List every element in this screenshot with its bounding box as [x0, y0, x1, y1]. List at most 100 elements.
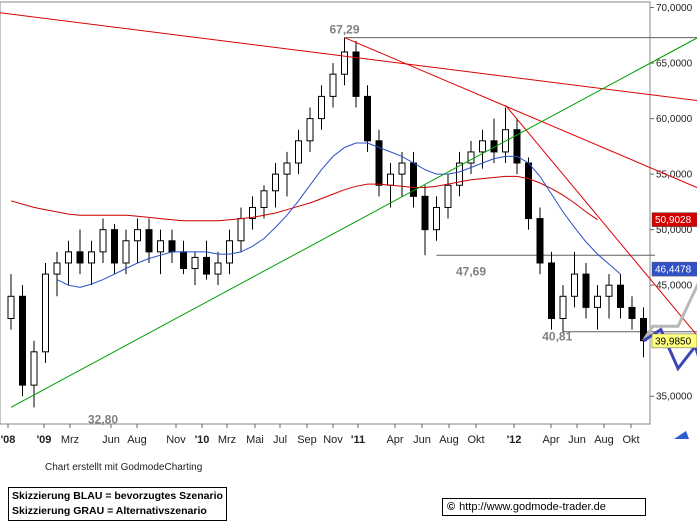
candle-body: [341, 51, 348, 75]
candle-body: [249, 206, 256, 220]
candle-body: [387, 173, 394, 186]
scenario-gray: [642, 282, 697, 342]
candle-body: [640, 318, 647, 342]
candle-body: [456, 162, 463, 186]
candle-body: [295, 140, 302, 164]
candle-body: [111, 229, 118, 264]
x-tick-label: Mrz: [61, 434, 79, 446]
x-tick-label: '09: [37, 434, 52, 446]
candle-body: [433, 206, 440, 231]
copyright-icon: ©: [447, 501, 456, 513]
price-label-value: 39,9850: [655, 336, 692, 347]
candle-body: [30, 351, 38, 386]
candle-body: [191, 256, 199, 270]
x-tick-label: Aug: [594, 434, 614, 446]
x-tick-label: Apr: [542, 434, 559, 446]
y-tick-label: 55,0000: [656, 170, 693, 181]
candle-body: [605, 284, 613, 297]
trendline: [0, 12, 697, 102]
y-tick-label: 50,0000: [656, 225, 693, 236]
scenario-blue: [642, 327, 697, 372]
candle-body: [525, 162, 532, 220]
candle-body: [134, 229, 141, 242]
price-label-value: 46,4478: [655, 265, 692, 276]
candle-body: [594, 295, 601, 308]
x-tick-label: Aug: [127, 434, 147, 446]
candle-body: [237, 218, 245, 242]
chart-tool-icon: [674, 431, 689, 439]
x-tick-label: Okt: [467, 434, 484, 446]
candle-body: [168, 240, 176, 253]
moving-average-blue: [56, 142, 621, 288]
chart-credit: Chart erstellt mit GodmodeCharting: [45, 462, 203, 473]
price-label-box: [651, 333, 697, 349]
candle-body: [467, 151, 475, 164]
x-tick-label: Jun: [413, 434, 431, 446]
x-tick-label: '11: [351, 434, 365, 446]
candle-body: [7, 295, 15, 319]
candle-body: [260, 190, 268, 208]
x-tick-label: Apr: [386, 434, 403, 446]
trendline: [505, 104, 697, 337]
candle-body: [421, 195, 429, 231]
candle-body: [375, 140, 383, 186]
candle-body: [536, 218, 544, 264]
trendline: [344, 37, 697, 189]
y-tick-label: 45,0000: [656, 281, 693, 292]
x-tick-label: '10: [195, 434, 210, 446]
x-tick-label: Aug: [439, 434, 459, 446]
candle-body: [398, 162, 406, 175]
x-tick-label: '12: [507, 434, 522, 446]
price-annotation: 40,81: [542, 330, 572, 344]
x-tick-label: '08: [1, 434, 16, 446]
price-label-box: [651, 212, 697, 227]
candle-body: [99, 229, 107, 253]
y-tick-label: 60,0000: [656, 114, 693, 125]
price-label-box: [651, 261, 697, 277]
candle-body: [42, 273, 49, 353]
candle-body: [364, 95, 371, 142]
y-tick-label: 35,0000: [656, 392, 693, 403]
candle-body: [582, 273, 590, 308]
website-url: http://www.godmode-trader.de: [459, 501, 606, 513]
legend-gray-scenario: Skizzierung GRAU = Alternativszenario: [12, 505, 207, 517]
candle-body: [479, 140, 486, 153]
candle-body: [226, 240, 233, 264]
scenario-legend: Skizzierung BLAU = bevorzugtes Szenario …: [8, 487, 227, 521]
x-tick-label: Nov: [323, 434, 343, 446]
candle-body: [571, 273, 578, 297]
x-tick-label: Jul: [273, 434, 287, 446]
candle-body: [628, 306, 636, 320]
candle-body: [490, 140, 498, 153]
candle-body: [444, 184, 452, 208]
legend-blue-scenario: Skizzierung BLAU = bevorzugtes Szenario: [12, 490, 223, 502]
candle-body: [548, 262, 555, 320]
candle-body: [145, 229, 153, 253]
candle-body: [76, 251, 84, 264]
y-tick-label: 70,0000: [656, 3, 693, 14]
candle-body: [53, 262, 61, 275]
price-chart: '08 '09 Mrz Jun Aug Nov '10 Mrz Mai Jul Sep Nov '11 A…: [0, 1, 697, 446]
candle-body: [203, 256, 210, 275]
candle-body: [272, 173, 279, 192]
x-tick-label: Okt: [622, 434, 639, 446]
plot-area: [0, 1, 651, 425]
candle-body: [157, 240, 164, 253]
candle-body: [180, 251, 187, 270]
candle-body: [352, 51, 360, 97]
price-annotation: 67,29: [329, 23, 359, 37]
candle-body: [617, 284, 624, 308]
price-annotation: 47,69: [456, 264, 486, 278]
candle-body: [306, 118, 314, 142]
website-link[interactable]: © http://www.godmode-trader.de: [442, 498, 646, 516]
candle-body: [318, 95, 325, 120]
candle-body: [214, 262, 222, 275]
candle-body: [19, 295, 26, 386]
candle-body: [122, 240, 130, 264]
candle-body: [329, 73, 337, 97]
x-tick-label: Sep: [297, 434, 317, 446]
candle-body: [88, 251, 95, 264]
x-tick-label: Nov: [166, 434, 186, 446]
candle-body: [65, 251, 72, 264]
x-tick-label: Jun: [568, 434, 586, 446]
